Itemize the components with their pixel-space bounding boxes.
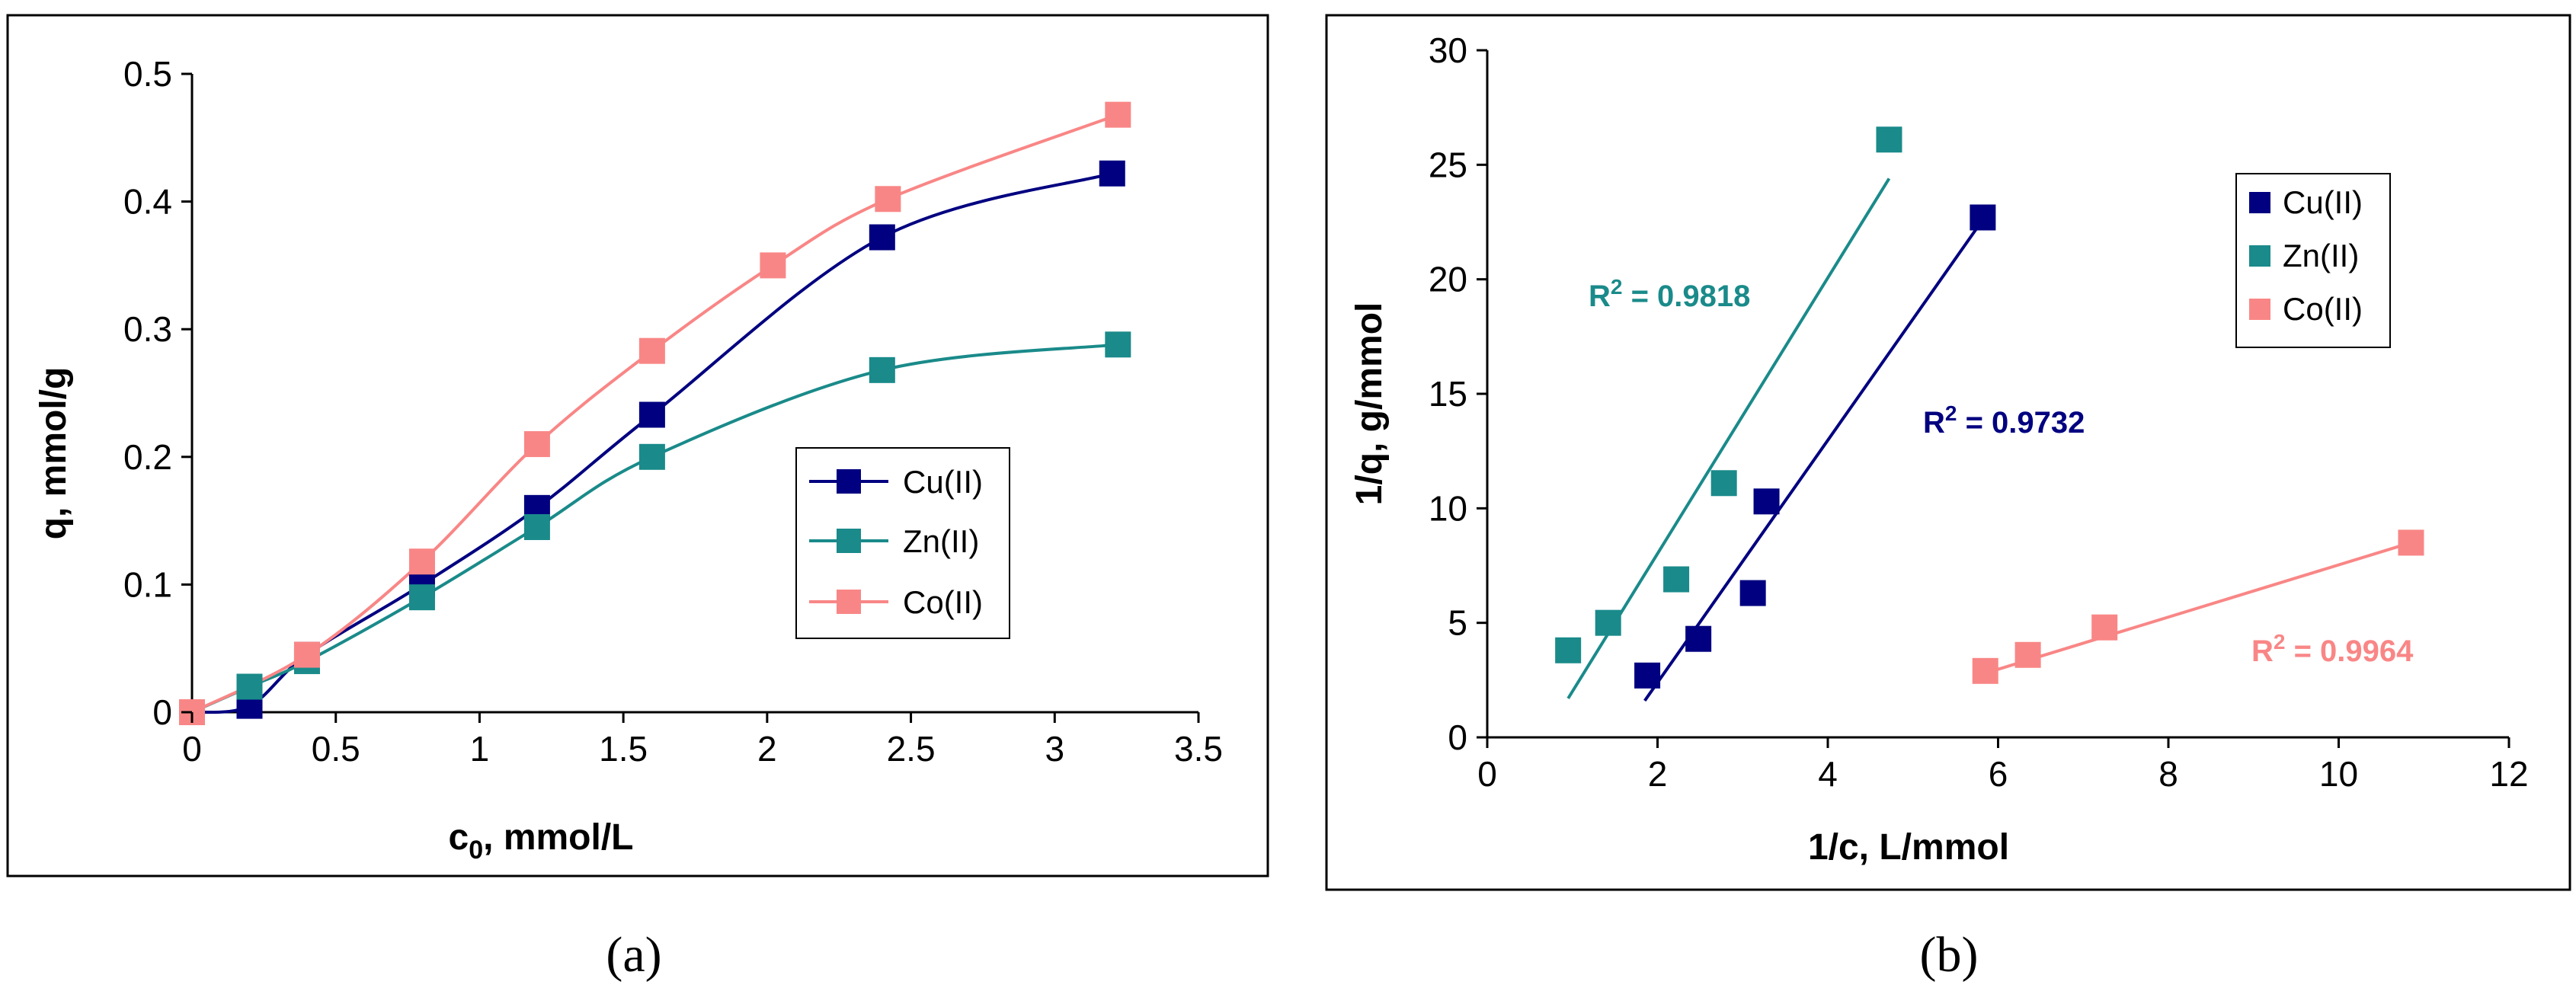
chart-b-legend-marker-cu [2249, 192, 2270, 213]
chart-b-point-coii [1972, 657, 1998, 684]
chart-a-ytick-label: 0.1 [123, 564, 172, 604]
chart-a-point-coii [523, 431, 550, 458]
chart-b-legend-label-co: Co(II) [2283, 291, 2363, 327]
chart-b-ytick-label: 25 [1429, 145, 1467, 184]
chart-a-point-znii [1105, 331, 1131, 358]
chart-a-point-coii [760, 252, 786, 279]
chart-b-point-znii [1710, 470, 1737, 497]
chart-b-legend-marker-co [2249, 299, 2270, 320]
chart-a-point-cuii [638, 401, 665, 428]
chart-a-ytick-label: 0 [152, 692, 172, 732]
chart-b-ytick-label: 15 [1429, 374, 1467, 414]
chart-b-xtick-label: 12 [2489, 754, 2528, 794]
chart-b-point-znii [1595, 609, 1621, 636]
chart-b-point-cuii [1685, 625, 1712, 652]
panel-a-caption: (a) [606, 927, 661, 983]
chart-a-legend-marker-cu [837, 469, 861, 494]
r2-label-co: R2 = 0.9964 [2251, 630, 2414, 668]
chart-b-ytick-label: 20 [1429, 260, 1467, 299]
chart-b-xtick-label: 8 [2158, 754, 2178, 794]
chart-b-xtick-label: 6 [1989, 754, 2008, 794]
chart-a-point-znii [408, 584, 435, 611]
chart-b-ytick-label: 30 [1429, 30, 1467, 70]
chart-a-xtick-label: 0.5 [312, 729, 360, 769]
chart-b-ytick-label: 10 [1429, 488, 1467, 528]
chart-b-point-coii [2091, 614, 2118, 641]
r2-label-cu: R2 = 0.9732 [1923, 401, 2085, 440]
chart-b-point-znii [1663, 566, 1690, 593]
chart-a-point-znii [236, 673, 263, 700]
chart-b-point-coii [2014, 641, 2041, 668]
chart-a-legend-marker-zn [837, 529, 861, 553]
chart-a-legend-item-zn: Zn(II) [809, 523, 979, 559]
chart-a-xtick-label: 1 [470, 729, 490, 769]
chart-a-xlabel: c0, mmol/L [449, 817, 634, 865]
chart-a-legend-label-zn: Zn(II) [903, 523, 979, 559]
chart-a-legend-item-co: Co(II) [809, 584, 983, 620]
chart-b-legend-marker-zn [2249, 245, 2270, 267]
chart-a-point-coii [638, 337, 665, 364]
chart-a-legend-label-co: Co(II) [903, 584, 983, 620]
chart-a: 0 0.1 0.2 0.3 0.4 0.5 0 0.5 1 1.5 2 2.5 3 3.5 q, mmo… [6, 14, 1269, 878]
chart-b-point-znii [1876, 126, 1902, 153]
chart-a-xtick-label: 3.5 [1174, 729, 1223, 769]
chart-b-xtick-label: 10 [2319, 754, 2358, 794]
chart-b-legend: Cu(II) Zn(II) Co(II) [2235, 173, 2391, 348]
chart-b-point-cuii [1739, 580, 1766, 606]
chart-a-xtick-label: 2.5 [887, 729, 936, 769]
chart-b: 0 5 10 15 20 25 30 0 2 4 6 8 10 12 1/q, g/mmol 1/c, … [1325, 14, 2571, 891]
chart-a-point-coii [408, 548, 435, 575]
chart-a-xtick-label: 0 [182, 729, 202, 769]
chart-b-ytick-label: 0 [1448, 718, 1467, 757]
chart-b-ytick-label: 5 [1448, 603, 1467, 643]
chart-b-xtick-label: 0 [1477, 754, 1497, 794]
chart-a-xtick-label: 3 [1045, 729, 1064, 769]
r2-label-zn: R2 = 0.9818 [1589, 275, 1750, 313]
chart-b-trendline-coii [1985, 541, 2412, 675]
chart-a-point-znii [523, 513, 550, 540]
chart-a-frame [6, 14, 1269, 878]
chart-b-xlabel: 1/c, L/mmol [1808, 827, 2009, 868]
chart-a-ytick-label: 0.5 [123, 54, 172, 94]
chart-a-ytick-label: 0.4 [123, 182, 172, 222]
chart-a-point-cuii [1099, 160, 1125, 187]
chart-b-legend-item-zn: Zn(II) [2249, 238, 2359, 273]
chart-a-point-cuii [869, 224, 895, 251]
chart-b-xtick-label: 2 [1648, 754, 1668, 794]
chart-b-point-cuii [1970, 204, 1996, 231]
chart-a-point-coii [293, 641, 320, 668]
chart-b-legend-item-cu: Cu(II) [2249, 184, 2363, 220]
chart-a-legend-marker-co [837, 590, 861, 614]
chart-a-ytick-label: 0.2 [123, 437, 172, 477]
chart-a-point-coii [875, 186, 901, 213]
chart-a-legend-item-cu: Cu(II) [809, 464, 983, 500]
chart-a-xtick-label: 1.5 [599, 729, 648, 769]
chart-a-legend: Cu(II) Zn(II) Co(II) [795, 447, 1010, 639]
chart-b-legend-label-cu: Cu(II) [2283, 184, 2363, 220]
chart-b-legend-item-co: Co(II) [2249, 291, 2363, 327]
chart-b-trendline-cuii [1643, 219, 1985, 702]
panel-b-caption: (b) [1920, 927, 1979, 983]
chart-a-legend-label-cu: Cu(II) [903, 464, 983, 500]
chart-a-ylabel: q, mmol/g [34, 367, 74, 540]
chart-b-ylabel: 1/q, g/mmol [1349, 302, 1390, 506]
chart-b-xtick-label: 4 [1818, 754, 1838, 794]
chart-b-trendline-znii [1566, 177, 1891, 699]
chart-b-legend-label-zn: Zn(II) [2283, 238, 2359, 273]
chart-a-point-znii [638, 443, 665, 470]
chart-b-point-coii [2398, 529, 2424, 556]
chart-b-frame [1325, 14, 2571, 891]
chart-a-xtick-label: 2 [757, 729, 777, 769]
chart-a-legend-box [795, 447, 1010, 639]
chart-a-ytick-label: 0.3 [123, 309, 172, 349]
chart-a-point-znii [869, 356, 895, 383]
chart-b-point-cuii [1634, 662, 1661, 689]
chart-b-point-cuii [1753, 488, 1780, 515]
chart-a-point-coii [1105, 101, 1131, 128]
chart-b-point-znii [1555, 637, 1582, 663]
